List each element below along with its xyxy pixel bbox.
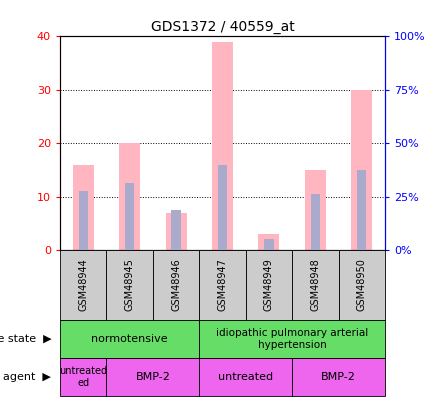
Text: GSM48944: GSM48944 — [78, 259, 88, 311]
Bar — [106, 250, 153, 320]
Text: idiopathic pulmonary arterial
hypertension: idiopathic pulmonary arterial hypertensi… — [216, 328, 368, 350]
Bar — [60, 250, 106, 320]
Bar — [212, 42, 233, 250]
Text: disease state  ▶: disease state ▶ — [0, 334, 51, 344]
Bar — [292, 358, 385, 396]
Text: BMP-2: BMP-2 — [135, 372, 170, 382]
Text: agent  ▶: agent ▶ — [4, 372, 51, 382]
Bar — [60, 358, 106, 396]
Bar — [199, 320, 385, 358]
Text: untreated: untreated — [218, 372, 273, 382]
Bar — [218, 164, 227, 250]
Text: untreated
ed: untreated ed — [59, 366, 107, 388]
Bar — [106, 358, 199, 396]
Text: normotensive: normotensive — [92, 334, 168, 344]
Bar — [357, 170, 367, 250]
Bar — [351, 90, 372, 250]
Text: GSM48946: GSM48946 — [171, 259, 181, 311]
Text: GSM48950: GSM48950 — [357, 258, 367, 311]
Bar — [258, 234, 279, 250]
Bar — [166, 213, 187, 250]
Bar — [125, 183, 134, 250]
Bar — [246, 250, 292, 320]
Text: BMP-2: BMP-2 — [321, 372, 356, 382]
Bar — [264, 239, 274, 250]
Bar — [199, 358, 292, 396]
Bar — [171, 210, 181, 250]
Bar — [292, 250, 339, 320]
Text: GSM48947: GSM48947 — [218, 258, 227, 311]
Bar — [119, 143, 140, 250]
Text: GSM48948: GSM48948 — [311, 259, 320, 311]
Bar — [153, 250, 199, 320]
Bar — [311, 194, 320, 250]
Bar — [60, 320, 199, 358]
Bar — [73, 164, 94, 250]
Bar — [305, 170, 326, 250]
Text: GSM48945: GSM48945 — [125, 258, 134, 311]
Bar — [199, 250, 246, 320]
Bar — [78, 191, 88, 250]
Title: GDS1372 / 40559_at: GDS1372 / 40559_at — [151, 20, 294, 34]
Bar — [339, 250, 385, 320]
Text: GSM48949: GSM48949 — [264, 259, 274, 311]
